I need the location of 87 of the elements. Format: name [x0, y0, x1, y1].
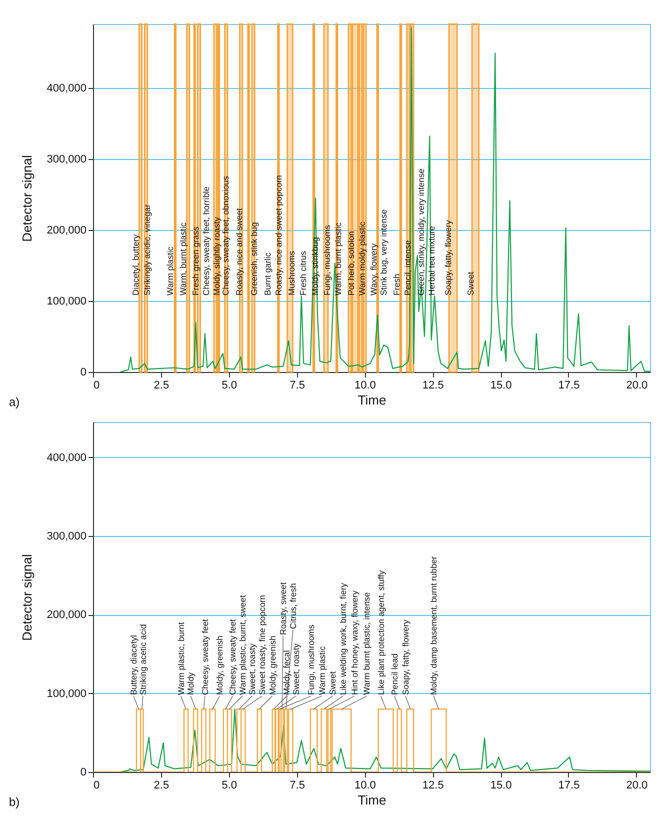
band-label: Roasty, nice and sweet — [234, 208, 244, 296]
annotation: Buttery, diacetyl — [128, 635, 139, 695]
annotation: Sweet — [328, 670, 338, 695]
band-label: Fungi, mushrooms — [322, 225, 332, 296]
x-tick-label: 7.5 — [290, 780, 305, 792]
annotation: Moldy, greenish — [214, 635, 225, 695]
x-tick-label: 15.0 — [490, 380, 512, 392]
band-label: Warm plastic — [165, 246, 176, 296]
x-tick-label: 5.0 — [222, 780, 237, 792]
annotation: Pencil lead — [389, 653, 400, 695]
annotation: Moldy, damp basement, burnt rubber — [428, 556, 439, 695]
x-tick-label: 2.5 — [154, 380, 170, 392]
band-label: Moldy, stinkbug — [310, 236, 320, 296]
band-label: Diacetyl, buttery — [130, 234, 141, 296]
band-label: Pencil, intense — [402, 240, 413, 296]
annotation: Cheesy, sweaty feet — [228, 618, 238, 695]
band-label: Fresh green grass — [190, 226, 201, 296]
annotation: Sweet, roasty — [290, 642, 301, 695]
band-label: Herbal tea mixture — [426, 226, 436, 296]
band-label: Stink bug, very intense — [378, 209, 389, 296]
annotation: Sweet roasty, fine popcorn — [256, 594, 267, 695]
annotation: Fungi, mushrooms — [306, 624, 316, 695]
x-tick-label: 5.0 — [222, 380, 237, 392]
x-tick-label: 0 — [94, 380, 100, 392]
band-label: Soapy, fatty, flowery — [443, 219, 454, 296]
annotation: Striking acetic acid — [138, 624, 148, 695]
annotation: Warm burnt plastic, intense — [362, 592, 372, 695]
x-tick-label: 12.5 — [422, 380, 444, 392]
band-label: Cheesy, sweaty feet, obnoxious — [220, 176, 231, 296]
annotation: Like welding work, burnt, fiery — [338, 582, 348, 695]
band-label: Sweet — [465, 271, 476, 296]
annotation: Moldy, greenish — [267, 635, 278, 695]
x-tick-label: 17.5 — [558, 380, 580, 392]
band-label: Moldy, slightly roasty — [211, 216, 222, 296]
line-series — [120, 27, 650, 372]
x-tick-label: 10.0 — [354, 380, 376, 392]
annotation: Roasty, sweet — [278, 582, 288, 635]
x-axis-title: Time — [358, 392, 386, 408]
band-label: Roasty, nice and sweet popcorn — [273, 174, 284, 296]
annotation: Cheesy, sweaty feet — [200, 618, 210, 695]
band-label: Cheesy, sweaty feet, horrible — [200, 186, 211, 296]
annotation: Moldy — [186, 672, 196, 695]
x-tick-label: 12.5 — [422, 780, 444, 792]
y-tick-label: 0 — [80, 366, 86, 378]
band-label: Fresh — [392, 273, 402, 296]
x-tick-label: 10.0 — [354, 780, 376, 792]
band-label: Warm, burnt plastic — [332, 222, 343, 296]
x-tick-label: 2.5 — [154, 780, 170, 792]
band-label: Burnt garlic — [262, 252, 273, 296]
annotation: Sweet, roasty — [247, 642, 258, 695]
y-tick-label: 400,000 — [46, 452, 86, 464]
annotation: Warm plastic, burnt — [176, 621, 186, 695]
annotation: Citrus, fresh — [288, 582, 298, 629]
band-label: Mushrooms — [286, 251, 296, 296]
y-tick-label: 300,000 — [46, 530, 86, 543]
x-tick-label: 7.5 — [290, 380, 305, 392]
annotation: Hint of honey, waxy, flowery — [349, 590, 360, 695]
band-label: Strikingly acidic, vinegar — [142, 204, 152, 296]
band-label: Warm, burnt plastic — [178, 222, 188, 296]
x-tick-label: 20.0 — [626, 380, 648, 392]
annotation: Soapy, fatty, flowery — [400, 618, 410, 695]
band-label: Greenish, stink bug — [249, 222, 260, 296]
band-label: Fresh citrus — [298, 251, 308, 296]
text: b) — [9, 795, 20, 809]
x-tick-label: 17.5 — [558, 780, 580, 792]
x-axis-title: Time — [358, 792, 386, 808]
x-tick-label: 0 — [94, 780, 100, 792]
y-tick-label: 0 — [80, 766, 86, 778]
y-tick-label: 100,000 — [46, 688, 86, 700]
annotation: Warm plastic, burnt, sweet — [237, 594, 248, 695]
x-tick-label: 15.0 — [490, 780, 512, 792]
band-label: Green, stinky, moldy, very intense — [416, 168, 426, 296]
band-label: Warm moldy plastic — [357, 220, 368, 296]
band-label: Pot herb, sotolon — [346, 230, 356, 296]
y-tick-label: 200,000 — [46, 609, 86, 622]
text: a) — [9, 395, 20, 409]
annotation: Moldy, fecal — [282, 650, 292, 695]
y-tick-label: 300,000 — [46, 153, 86, 166]
band-label: Waxy, flowery — [368, 242, 379, 296]
annotation: Like plant protection agent, stuffy — [376, 570, 386, 695]
y-tick-label: 200,000 — [46, 224, 86, 236]
x-tick-label: 20.0 — [626, 780, 648, 792]
y-tick-label: 400,000 — [46, 82, 86, 94]
y-axis-title: Detector signal — [20, 155, 35, 242]
y-axis-title: Detector signal — [20, 554, 35, 641]
annotation: Warm plastic — [316, 645, 327, 695]
y-tick-label: 100,000 — [46, 295, 86, 308]
